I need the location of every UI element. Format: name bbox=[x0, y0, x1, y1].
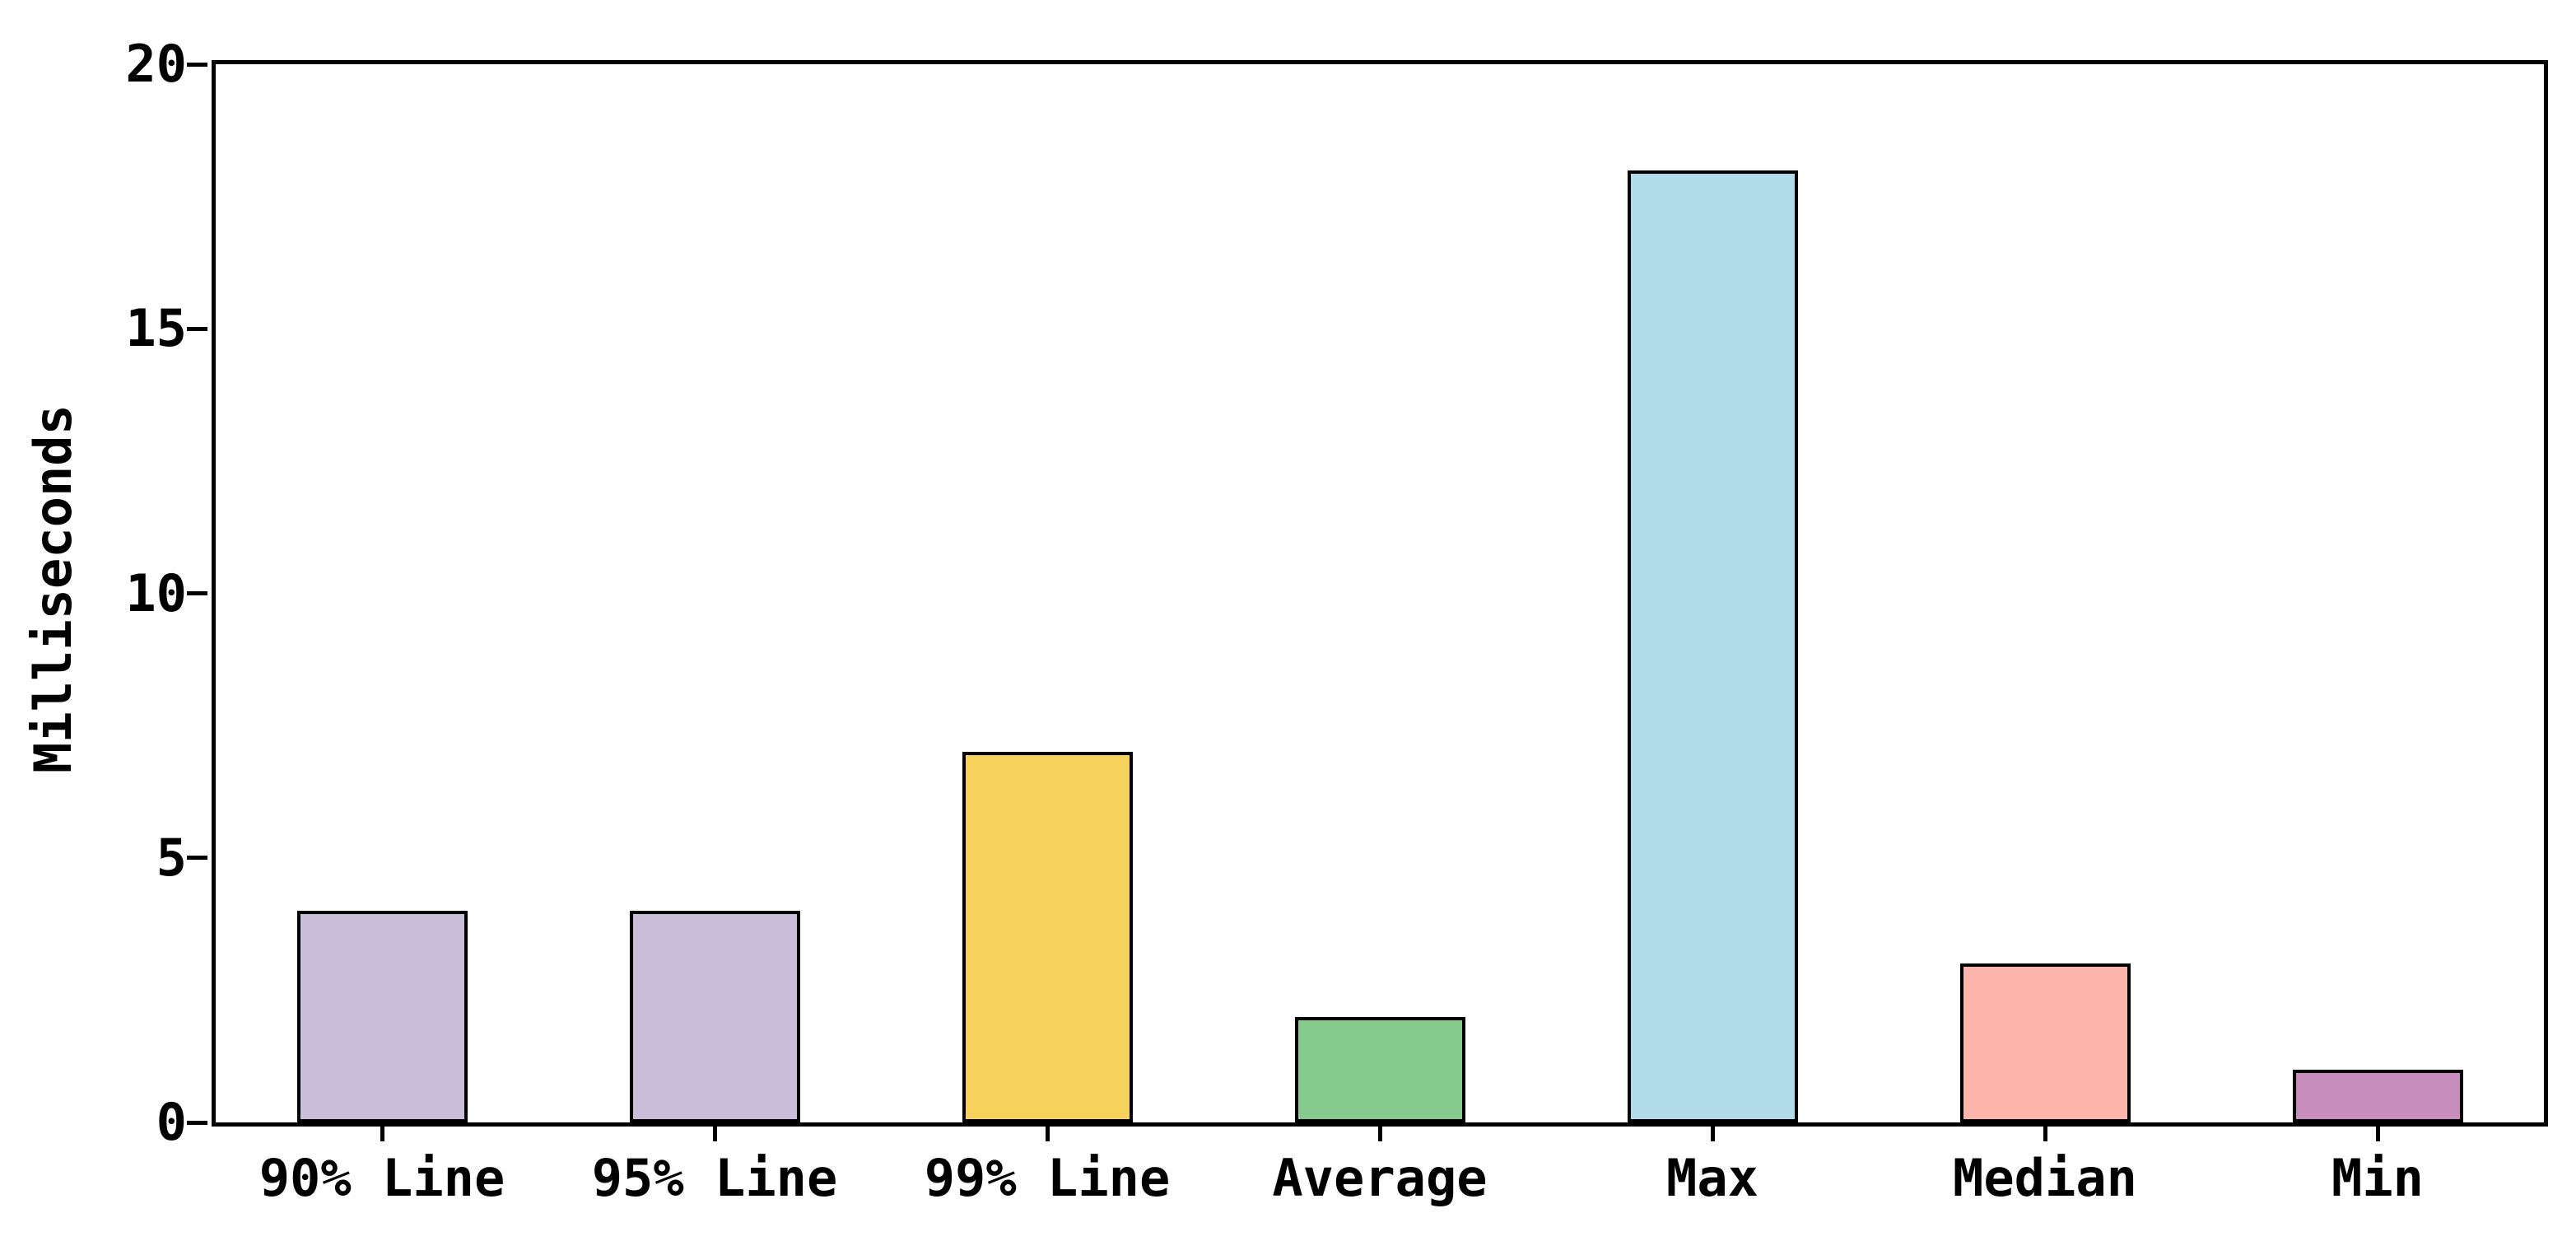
x-tick-label-99-line: 99% Line bbox=[924, 1148, 1171, 1208]
bar-average bbox=[1294, 1016, 1465, 1122]
x-tick-mark-95-line bbox=[712, 1127, 717, 1141]
y-tick-mark-10 bbox=[187, 591, 207, 595]
x-tick-mark-90-line bbox=[380, 1127, 384, 1141]
bar-99-line bbox=[962, 752, 1133, 1122]
y-tick-label-0: 0 bbox=[156, 1092, 187, 1152]
bar-min bbox=[2292, 1069, 2463, 1122]
bar-max bbox=[1627, 170, 1798, 1122]
y-tick-mark-20 bbox=[187, 62, 207, 67]
x-tick-mark-average bbox=[1377, 1127, 1382, 1141]
bar-90-line bbox=[296, 911, 468, 1122]
plot-inner: 0 5 10 15 20 90% Line 95% Line 99% Line Average M… bbox=[125, 39, 2544, 1207]
y-tick-label-20: 20 bbox=[125, 34, 187, 94]
x-tick-mark-99-line bbox=[1045, 1127, 1050, 1141]
x-tick-label-max: Max bbox=[1666, 1148, 1758, 1208]
bar-95-line bbox=[629, 911, 800, 1122]
bar-median bbox=[1959, 963, 2131, 1122]
y-tick-mark-15 bbox=[187, 326, 207, 331]
x-tick-label-median: Median bbox=[1953, 1148, 2137, 1208]
x-tick-label-average: Average bbox=[1272, 1148, 1488, 1208]
y-tick-mark-5 bbox=[187, 856, 207, 861]
x-tick-mark-median bbox=[2043, 1127, 2047, 1141]
y-tick-label-15: 15 bbox=[125, 298, 187, 359]
x-tick-label-95-line: 95% Line bbox=[591, 1148, 838, 1208]
y-tick-label-10: 10 bbox=[125, 562, 187, 623]
x-tick-label-90-line: 90% Line bbox=[259, 1148, 505, 1208]
y-tick-mark-0 bbox=[187, 1120, 207, 1125]
y-tick-label-5: 5 bbox=[156, 827, 187, 888]
x-tick-mark-max bbox=[1710, 1127, 1715, 1141]
x-tick-mark-min bbox=[2375, 1127, 2380, 1141]
x-tick-label-min: Min bbox=[2331, 1148, 2424, 1208]
plot-area: 0 5 10 15 20 90% Line 95% Line 99% Line Average M… bbox=[125, 39, 2548, 1207]
